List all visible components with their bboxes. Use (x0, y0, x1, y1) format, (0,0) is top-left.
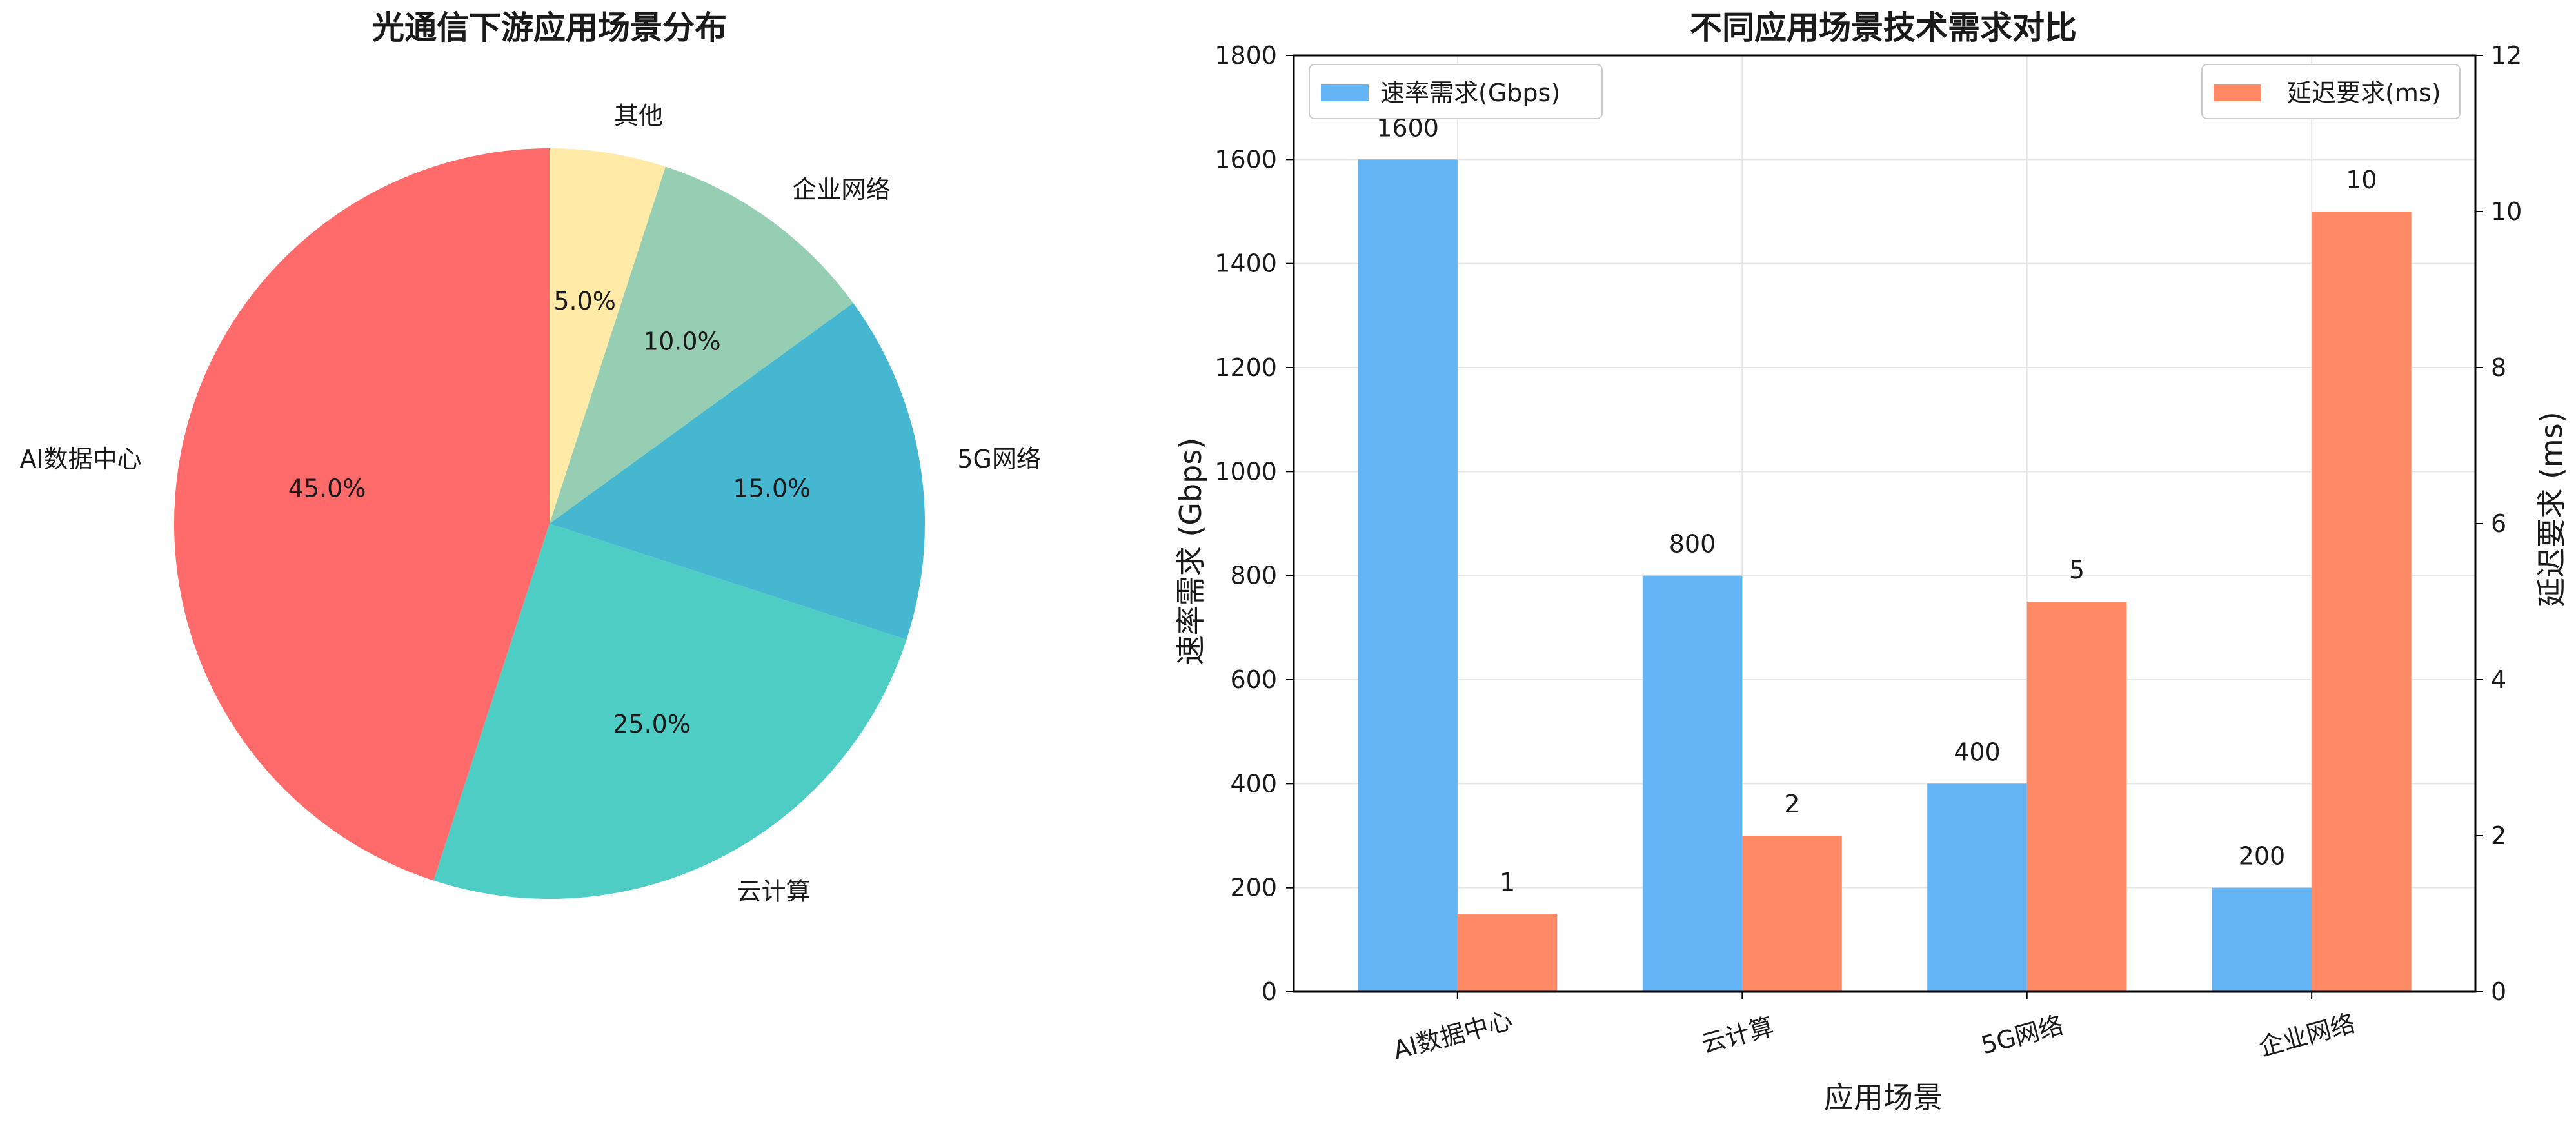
pie-category-label: 企业网络 (792, 175, 890, 204)
pie-percent-label: 45.0% (288, 474, 366, 502)
bar-grid (1294, 55, 2475, 992)
bar-speed-value-label: 800 (1669, 530, 1716, 558)
bar-speed-value-label: 200 (2239, 842, 2286, 871)
y2-tick-label: 4 (2491, 665, 2506, 694)
pie-category-label: 云计算 (737, 877, 811, 905)
y-tick-label: 1800 (1214, 41, 1277, 70)
legend-speed-frame (1309, 64, 1603, 119)
y2-tick-label: 2 (2491, 822, 2506, 850)
legend-latency-frame (2201, 64, 2461, 119)
y-tick-label: 400 (1230, 769, 1277, 798)
y-tick-label: 600 (1230, 665, 1277, 694)
bar-latency-value-label: 1 (1500, 868, 1515, 896)
pie-slice-cloud-computing (433, 524, 907, 899)
legend-latency-label: 延迟要求(ms) (2287, 79, 2441, 107)
y2-tick-label: 10 (2491, 197, 2522, 226)
bar-latency (2312, 212, 2412, 992)
legend-latency: 延迟要求(ms) (2201, 64, 2461, 119)
pie-category-label: AI数据中心 (19, 445, 141, 473)
bar-latency (1742, 836, 1842, 992)
bar-speed (2212, 887, 2312, 992)
x-tick-label: 5G网络 (1978, 1010, 2066, 1059)
bar-speed (1358, 159, 1458, 992)
pie-category-label: 其他 (614, 102, 663, 130)
y-tick-label: 1600 (1214, 145, 1277, 173)
legend-latency-swatch (2214, 84, 2261, 101)
y-tick-label: 1000 (1214, 457, 1277, 486)
bar-latency-value-label: 2 (1784, 790, 1799, 818)
x-tick-label: 云计算 (1698, 1012, 1777, 1058)
pie-slices (174, 148, 925, 899)
bar-speed-value-label: 400 (1954, 738, 2001, 766)
y2-tick-label: 0 (2491, 978, 2506, 1006)
y-tick-label: 1400 (1214, 250, 1277, 278)
x-tick-label: AI数据中心 (1390, 1006, 1515, 1065)
y-tick-label: 800 (1230, 562, 1277, 590)
legend-speed-label: 速率需求(Gbps) (1380, 79, 1560, 107)
bar-axes (1293, 54, 2477, 993)
bar-latency-value-label: 5 (2069, 556, 2085, 584)
y2-tick-label: 6 (2491, 509, 2506, 538)
y-tick-label: 0 (1262, 978, 1277, 1006)
x-axis-label: 应用场景 (1824, 1080, 1943, 1115)
bar-latency-value-label: 10 (2346, 166, 2377, 194)
bar-bars (1358, 159, 2412, 992)
y-tick-label: 200 (1230, 874, 1277, 902)
pie-percent-label: 15.0% (733, 474, 811, 502)
pie-percent-label: 25.0% (613, 710, 691, 738)
bar-chart: 不同应用场景技术需求对比 AI数据中心 云计算 5G网络 企业网络 0 200 400 600… (1173, 9, 2569, 1115)
x-tick-label: 企业网络 (2256, 1009, 2358, 1062)
y2-tick-label: 12 (2491, 41, 2522, 70)
bar-chart-title: 不同应用场景技术需求对比 (1690, 9, 2077, 46)
pie-percent-label: 10.0% (643, 327, 721, 355)
pie-category-label: 5G网络 (957, 445, 1041, 473)
pie-slice-ai-datacenter (174, 148, 550, 881)
pie-slice-5g-network (550, 302, 925, 640)
pie-chart: 光通信下游应用场景分布 45.0% AI数据中心 25.0% 云计算 15.0% 5G网络… (19, 9, 1040, 905)
bar-latency (1457, 914, 1558, 992)
bar-speed (1642, 575, 1743, 992)
legend-speed-swatch (1321, 84, 1369, 101)
bar-latency (2026, 602, 2127, 992)
y2-axis-label: 延迟要求 (ms) (2534, 411, 2569, 607)
bar-speed (1927, 783, 2027, 992)
y-tick-label: 1200 (1214, 353, 1277, 382)
pie-slice-other (550, 148, 666, 524)
y2-tick-label: 8 (2491, 353, 2506, 382)
legend-speed: 速率需求(Gbps) (1309, 64, 1603, 119)
pie-labels: 45.0% AI数据中心 25.0% 云计算 15.0% 5G网络 10.0% 企业网络 5.0… (19, 102, 1040, 906)
plot-frame (1293, 54, 2477, 993)
y-axis-label: 速率需求 (Gbps) (1173, 438, 1208, 665)
pie-chart-title: 光通信下游应用场景分布 (372, 9, 727, 46)
pie-percent-label: 5.0% (553, 287, 616, 315)
pie-slice-enterprise-network (550, 166, 853, 524)
